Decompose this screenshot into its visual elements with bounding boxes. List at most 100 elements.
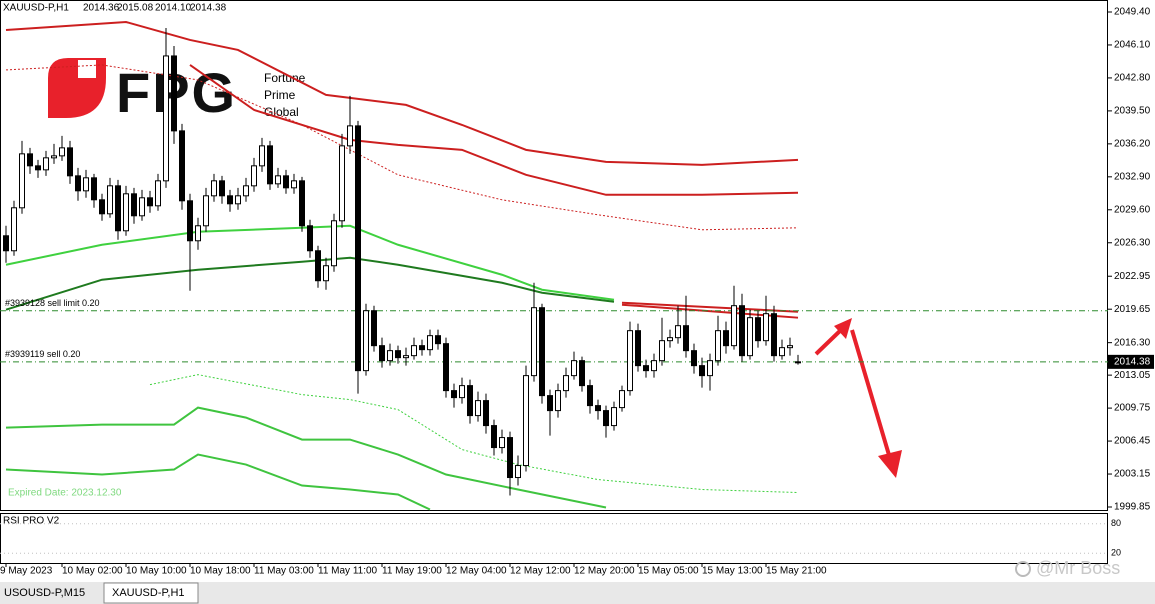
- candle-body: [275, 175, 281, 185]
- candle-body: [651, 360, 657, 372]
- candle-body: [35, 165, 41, 171]
- y-tick-label: 2046.10: [1114, 40, 1151, 51]
- candle-body: [427, 335, 433, 351]
- y-tick-label: 2039.50: [1114, 106, 1151, 117]
- tab[interactable]: XAUUSD-P,H1: [112, 587, 185, 599]
- y-tick-label: 2049.40: [1114, 7, 1151, 18]
- candle-body: [523, 375, 529, 467]
- candle-body: [43, 157, 49, 171]
- indicator-line: [149, 374, 799, 494]
- candle-body: [387, 350, 393, 362]
- candle-body: [683, 325, 689, 352]
- candle-body: [323, 265, 329, 282]
- candle-body: [451, 390, 457, 399]
- candle-body: [627, 330, 633, 392]
- candle-body: [595, 405, 601, 412]
- arrow-up: [814, 326, 845, 356]
- candle-body: [259, 145, 265, 167]
- candle-body: [155, 180, 161, 207]
- candle-body: [771, 313, 777, 357]
- arrow-head: [878, 450, 902, 478]
- candle-body: [331, 220, 337, 267]
- logo-line: Prime: [264, 88, 296, 102]
- candle-body: [299, 180, 305, 227]
- candle-body: [123, 193, 129, 232]
- price-label-box: [1108, 354, 1154, 369]
- candle-body: [483, 400, 489, 427]
- indicator-line: [5, 20, 799, 166]
- rsi-frame: [0, 513, 1108, 564]
- candle-body: [131, 193, 137, 217]
- y-tick-label: 2013.05: [1114, 370, 1151, 381]
- watermark-text: @Mr Boss: [1036, 558, 1120, 578]
- candle-body: [91, 177, 97, 201]
- candle-body: [195, 225, 201, 242]
- x-tick-label: 9 May 2023: [0, 566, 53, 577]
- y-tick-label: 2016.30: [1114, 337, 1151, 348]
- candle-body: [379, 345, 385, 362]
- indicator-line: [5, 453, 431, 511]
- candle-body: [403, 355, 409, 359]
- candle-body: [115, 185, 121, 232]
- candle-body: [763, 313, 769, 342]
- candle-body: [355, 125, 361, 372]
- candle-body: [787, 345, 793, 349]
- candle-body: [283, 175, 289, 189]
- y-tick-label: 1999.85: [1114, 502, 1151, 513]
- candle-body: [691, 350, 697, 367]
- candle-body: [507, 437, 513, 479]
- candle-body: [211, 180, 217, 197]
- candle-body: [475, 400, 481, 417]
- x-tick-label: 15 May 13:00: [702, 566, 763, 577]
- candle-body: [611, 407, 617, 427]
- candle-body: [75, 175, 81, 192]
- y-tick-label: 2036.20: [1114, 138, 1151, 149]
- candle-body: [315, 250, 321, 282]
- active-tab[interactable]: [103, 582, 199, 604]
- candle-body: [139, 197, 145, 217]
- candle-body: [555, 390, 561, 412]
- x-tick-label: 12 May 20:00: [574, 566, 635, 577]
- candle-body: [619, 390, 625, 409]
- y-tick-label: 2019.65: [1114, 304, 1151, 315]
- x-tick-label: 10 May 10:00: [126, 566, 187, 577]
- candle-body: [603, 410, 609, 427]
- candle-body: [371, 310, 377, 347]
- candle-body: [635, 330, 641, 367]
- candle-body: [587, 385, 593, 407]
- price-label: 2014.38: [1114, 356, 1151, 367]
- y-tick-label: 2029.60: [1114, 204, 1151, 215]
- candle-body: [571, 360, 577, 377]
- candle-body: [267, 145, 273, 185]
- candle-body: [107, 185, 113, 215]
- candle-body: [395, 350, 401, 359]
- x-tick-label: 10 May 02:00: [62, 566, 123, 577]
- candle-body: [699, 365, 705, 377]
- candle-body: [707, 360, 713, 377]
- header-open: 2014.36: [83, 3, 120, 14]
- candle-body: [243, 185, 249, 197]
- candle-body: [443, 343, 449, 392]
- header-low: 2014.10: [155, 3, 192, 14]
- watermark-icon: [1015, 561, 1031, 577]
- candle-body: [739, 305, 745, 357]
- candle-body: [171, 55, 177, 132]
- x-tick-label: 12 May 12:00: [510, 566, 571, 577]
- y-tick-label: 2026.30: [1114, 237, 1151, 248]
- y-tick-label: 2032.90: [1114, 171, 1151, 182]
- arrows: [814, 318, 902, 478]
- y-tick-label: 2042.80: [1114, 73, 1151, 84]
- candle-body: [203, 195, 209, 227]
- indicator-line: [189, 64, 799, 196]
- indicator-line: [5, 406, 607, 509]
- candle-body: [19, 153, 25, 209]
- x-tick-label: 15 May 21:00: [766, 566, 827, 577]
- rsi-title: RSI PRO V2: [3, 516, 60, 527]
- candle-body: [539, 307, 545, 397]
- watermark: @Mr Boss: [1015, 558, 1120, 578]
- candle-body: [747, 317, 753, 357]
- indicator-line: [5, 224, 615, 301]
- candle-body: [227, 195, 233, 205]
- tab[interactable]: USOUSD-P,M15: [4, 587, 85, 599]
